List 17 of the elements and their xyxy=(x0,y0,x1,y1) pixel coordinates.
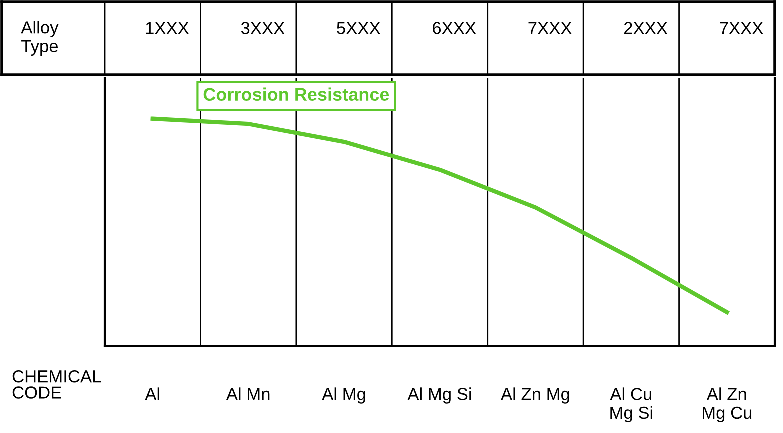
x-tick-label: Al Cu Mg Si xyxy=(610,388,652,423)
text: 3XXX xyxy=(241,22,285,34)
x-tick-label: Al xyxy=(145,388,160,400)
text: 2XXX xyxy=(624,22,668,34)
series-label: Corrosion Resistance xyxy=(204,88,390,102)
x-axis-title: CHEMICAL CODE xyxy=(12,370,102,399)
text: 7XXX xyxy=(720,22,764,34)
text: 5XXX xyxy=(337,22,380,34)
text: 6XXX xyxy=(433,22,476,34)
x-tick-label: Al Zn Mg Cu xyxy=(703,388,752,423)
x-tick-label: Al Zn Mg xyxy=(501,388,570,404)
x-tick-label: Al Mn xyxy=(226,388,270,400)
x-tick-label: Al Mg xyxy=(322,388,366,404)
text: 1XXX xyxy=(146,22,190,34)
text: 7XXX xyxy=(528,22,572,34)
x-tick-label: Al Mg Si xyxy=(408,388,472,404)
text: Alloy Type xyxy=(21,21,59,56)
